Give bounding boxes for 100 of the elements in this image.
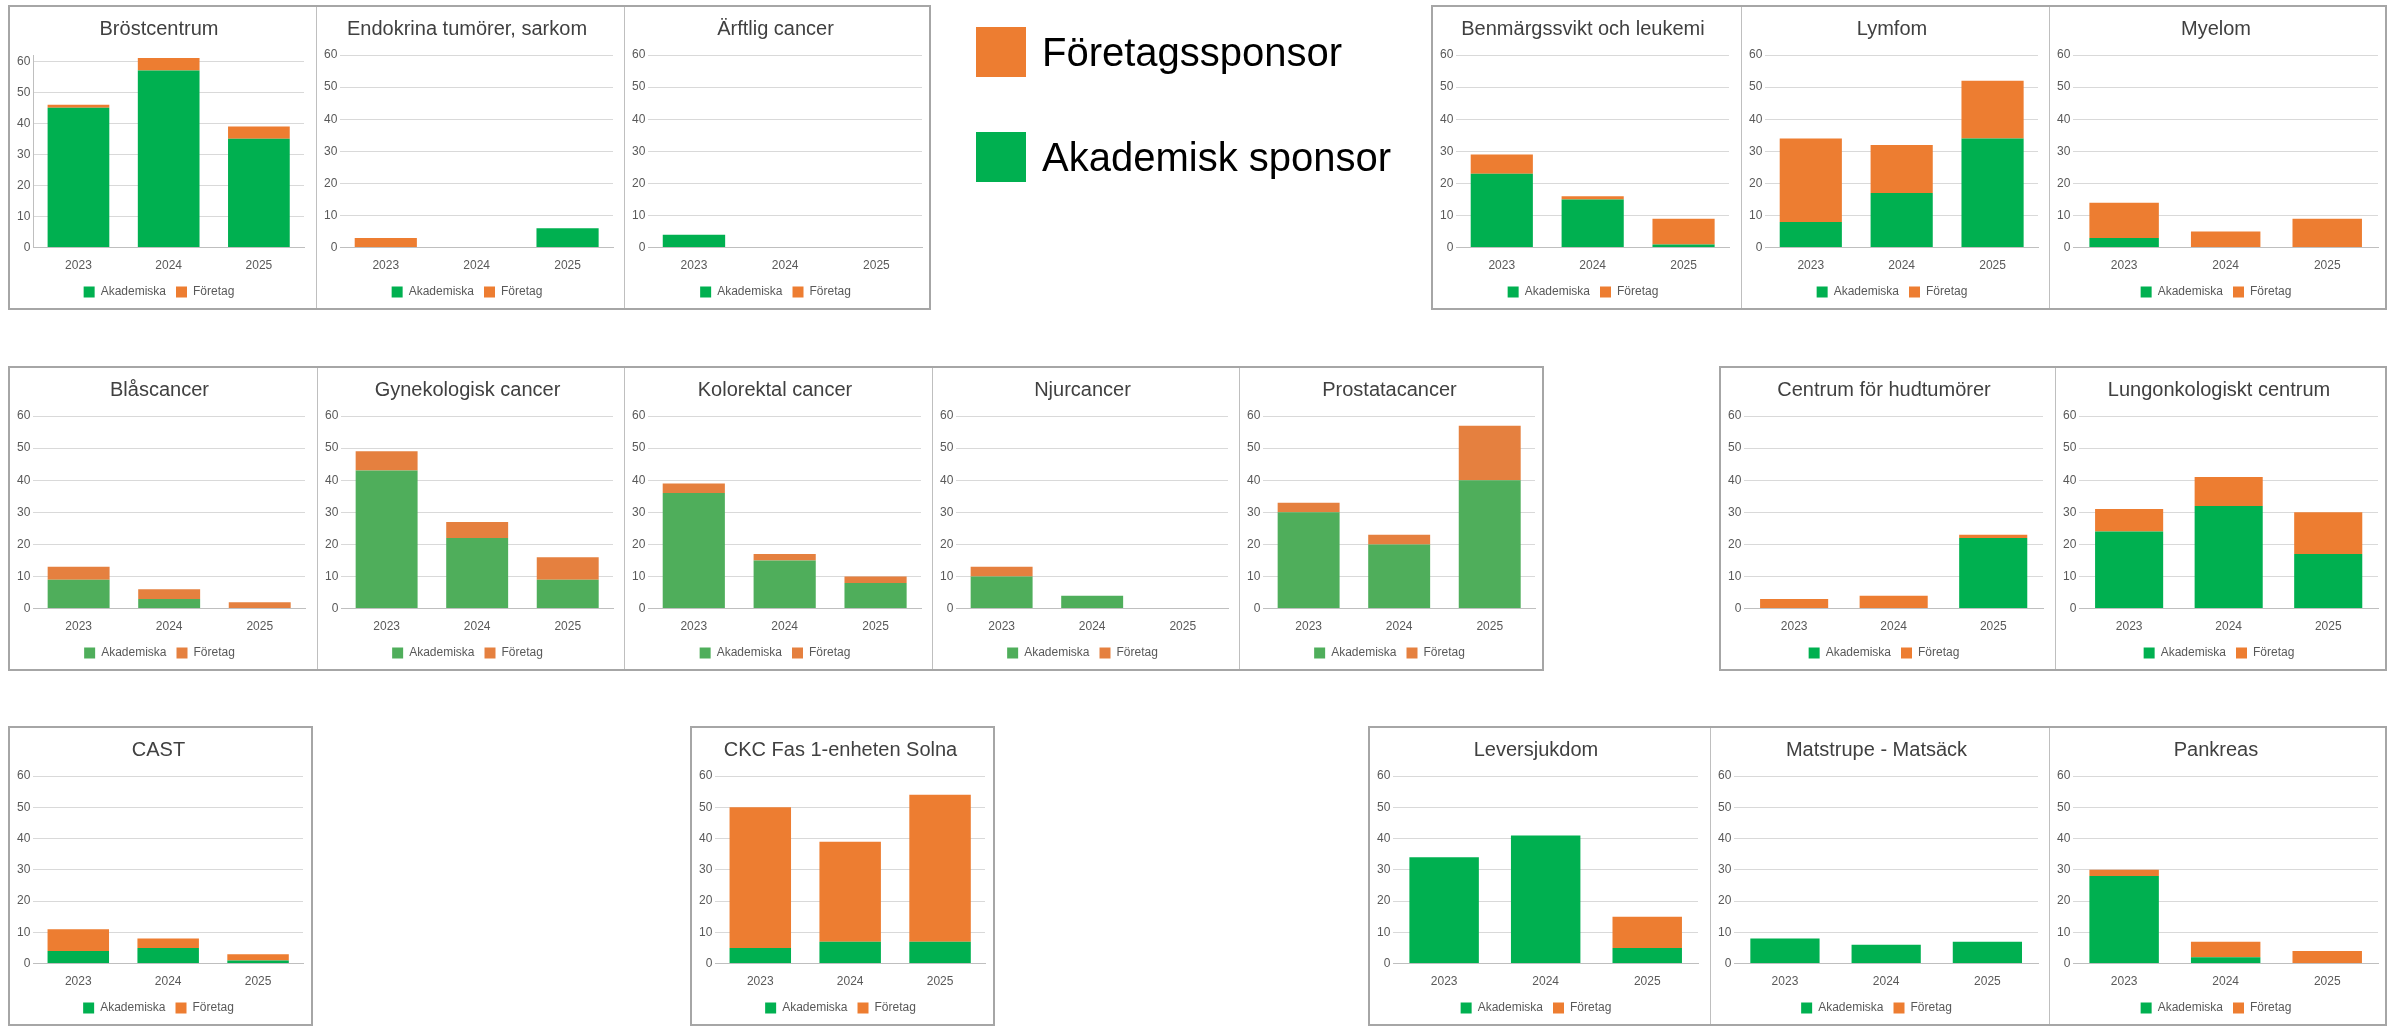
y-tick-label: 20 [939, 536, 954, 551]
bar [228, 138, 290, 248]
legend-label: Akademiska [2157, 284, 2224, 299]
bar [228, 126, 290, 139]
bar [662, 493, 725, 609]
y-tick-label: 0 [946, 600, 954, 615]
y-tick-label: 0 [23, 955, 31, 970]
y-tick-label: 20 [323, 175, 338, 190]
x-tick-label: 2025 [1633, 974, 1661, 989]
y-tick-label: 10 [1717, 924, 1732, 939]
legend-label: Akademiska [782, 1000, 848, 1015]
x-tick-label: 2025 [554, 258, 582, 273]
bar [909, 794, 971, 942]
x-tick-label: 2025 [1476, 619, 1504, 634]
bar [1561, 199, 1624, 248]
chart-title: Centrum för hudtumörer [1777, 377, 1992, 400]
legend-label: Företag [2250, 284, 2292, 299]
y-tick-label: 60 [324, 408, 339, 423]
x-tick-label: 2023 [1295, 619, 1323, 634]
y-tick-label: 20 [1748, 175, 1763, 190]
bar [1458, 480, 1521, 609]
legend-label: Företag [192, 1000, 234, 1015]
y-tick-label: 60 [1727, 408, 1742, 423]
y-tick-label: 50 [1748, 79, 1763, 94]
y-tick-label: 40 [1717, 830, 1732, 845]
y-tick-label: 30 [2056, 862, 2071, 877]
y-tick-label: 10 [323, 207, 338, 222]
y-tick-label: 30 [16, 862, 31, 877]
bar [1760, 598, 1829, 609]
bar [2095, 509, 2164, 532]
x-tick-label: 2023 [65, 619, 93, 634]
bar [1959, 537, 2028, 609]
y-tick-label: 20 [698, 893, 713, 908]
legend-label: Akademiska [1818, 1000, 1884, 1015]
legend-label: Akademiska [716, 645, 783, 660]
chart-title: Pankreas [2173, 737, 2259, 760]
chart-title: Blåscancer [110, 377, 210, 400]
bar [729, 807, 792, 948]
bar [2089, 237, 2159, 248]
y-tick-label: 10 [1748, 207, 1763, 222]
bar [2089, 869, 2159, 877]
bar [2089, 876, 2159, 964]
y-tick-label: 10 [1439, 207, 1454, 222]
x-tick-label: 2025 [244, 974, 272, 989]
bar [446, 521, 509, 538]
x-tick-label: 2024 [771, 258, 799, 273]
bar [47, 104, 110, 108]
y-tick-label: 60 [2056, 47, 2071, 62]
y-tick-label: 60 [1376, 768, 1391, 783]
y-tick-label: 50 [631, 79, 646, 94]
x-tick-label: 2023 [1780, 619, 1808, 634]
y-tick-label: 60 [1717, 768, 1732, 783]
bar [446, 537, 509, 609]
legend-label: Företag [1423, 645, 1465, 660]
bar [2194, 476, 2263, 506]
legend-label: Akademiska [1477, 1000, 1544, 1015]
bar [1870, 144, 1933, 194]
x-tick-label: 2024 [155, 619, 183, 634]
y-tick-label: 60 [1439, 47, 1454, 62]
y-tick-label: 0 [1755, 239, 1763, 254]
legend-label: Akademiska [100, 1000, 166, 1015]
y-tick-label: 0 [23, 239, 31, 254]
y-tick-label: 60 [698, 768, 713, 783]
legend-label: Akademiska [1024, 645, 1090, 660]
y-tick-label: 50 [16, 84, 31, 99]
legend-label: Företagssponsor [1042, 29, 1343, 75]
bar [137, 58, 200, 71]
y-tick-label: 50 [2056, 799, 2071, 814]
y-tick-label: 20 [1727, 536, 1742, 551]
y-tick-label: 0 [705, 955, 713, 970]
y-tick-label: 50 [323, 79, 338, 94]
bar [47, 929, 110, 952]
y-tick-label: 40 [698, 830, 713, 845]
y-tick-label: 40 [939, 472, 954, 487]
y-tick-label: 20 [16, 893, 31, 908]
chart-title: Lymfom [1856, 16, 1928, 39]
y-tick-label: 30 [16, 146, 31, 161]
y-tick-label: 30 [631, 504, 646, 519]
bar [819, 941, 881, 964]
x-tick-label: 2023 [1771, 974, 1799, 989]
y-tick-label: 20 [16, 536, 31, 551]
bar [1652, 218, 1715, 245]
y-tick-label: 30 [1717, 862, 1732, 877]
bar [2292, 218, 2362, 248]
bar [970, 566, 1033, 577]
bar [1779, 221, 1842, 248]
y-tick-label: 20 [2062, 536, 2077, 551]
x-tick-label: 2023 [65, 258, 93, 273]
y-tick-label: 10 [1376, 924, 1391, 939]
bar [1961, 138, 2024, 248]
y-tick-label: 50 [16, 799, 31, 814]
y-tick-label: 50 [698, 799, 713, 814]
x-tick-label: 2024 [155, 258, 183, 273]
bar [844, 582, 907, 609]
y-tick-label: 0 [1734, 600, 1742, 615]
y-tick-label: 20 [1376, 893, 1391, 908]
bar [1061, 595, 1124, 609]
x-tick-label: 2024 [2212, 258, 2240, 273]
x-tick-label: 2025 [1670, 258, 1698, 273]
chart-title: Ärftlig cancer [717, 16, 835, 39]
